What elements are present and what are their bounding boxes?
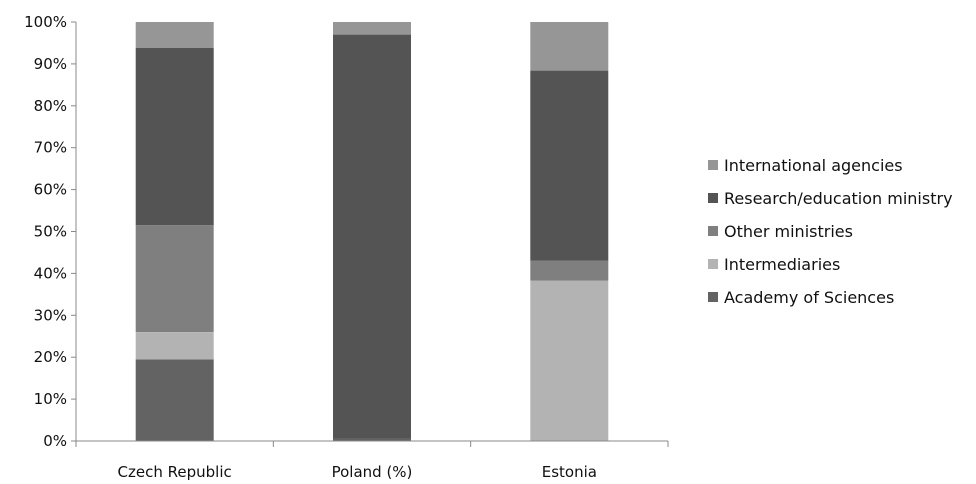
bars-group bbox=[135, 22, 609, 441]
bar-segment bbox=[135, 22, 214, 48]
x-category-label: Czech Republic bbox=[118, 463, 232, 481]
legend-swatch bbox=[708, 259, 718, 269]
bar-segment bbox=[333, 34, 411, 439]
x-category-label: Estonia bbox=[542, 463, 597, 481]
bar-segment bbox=[333, 438, 411, 441]
bar-segment bbox=[135, 332, 214, 360]
y-tick-labels: 0% 10% 20% 30% 40% 50% 60% 70% 80% 90% 100% bbox=[24, 13, 67, 450]
y-tick-label: 50% bbox=[34, 223, 67, 241]
y-tick-label: 80% bbox=[34, 97, 67, 115]
bar-segment bbox=[530, 22, 609, 71]
legend-swatch bbox=[708, 193, 718, 203]
legend-label: Intermediaries bbox=[724, 255, 840, 274]
legend-swatch bbox=[708, 292, 718, 302]
legend-label: Academy of Sciences bbox=[724, 288, 894, 307]
x-category-label: Poland (%) bbox=[332, 463, 413, 481]
bar-segment bbox=[135, 225, 214, 332]
y-tick-label: 90% bbox=[34, 55, 67, 73]
y-tick-label: 10% bbox=[34, 390, 67, 408]
bar-segment bbox=[135, 48, 214, 226]
legend-label: Other ministries bbox=[724, 222, 853, 241]
y-tick-label: 70% bbox=[34, 139, 67, 157]
y-tick-label: 60% bbox=[34, 181, 67, 199]
legend-label: International agencies bbox=[724, 156, 903, 175]
bar-segment bbox=[530, 280, 609, 441]
y-tick-label: 20% bbox=[34, 348, 67, 366]
legend-swatch bbox=[708, 160, 718, 170]
y-tick-label: 100% bbox=[24, 13, 67, 31]
bar-segment bbox=[530, 260, 609, 281]
y-tick-label: 0% bbox=[43, 432, 67, 450]
legend: International agencies Research/education… bbox=[708, 156, 953, 307]
axes-group bbox=[71, 21, 669, 447]
bar-segment bbox=[530, 70, 609, 261]
y-tick-label: 30% bbox=[34, 306, 67, 324]
x-tick-labels: Czech Republic Poland (%) Estonia bbox=[118, 463, 597, 481]
y-tick-label: 40% bbox=[34, 264, 67, 282]
legend-label: Research/education ministry bbox=[724, 189, 953, 208]
bar-segment bbox=[135, 359, 214, 441]
legend-swatch bbox=[708, 226, 718, 236]
bar-segment bbox=[333, 22, 411, 35]
